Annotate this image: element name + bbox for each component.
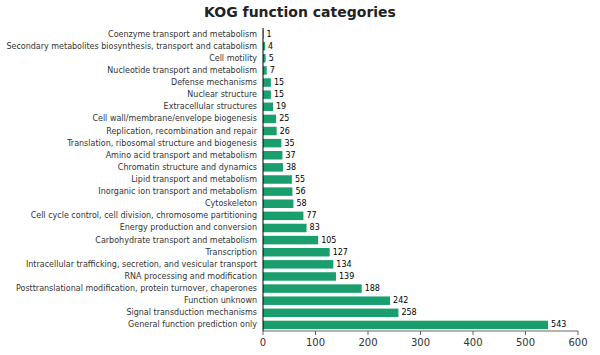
x-axis-line [263, 331, 578, 332]
data-label: 7 [270, 66, 275, 75]
tick [578, 331, 579, 335]
category-labels: Coenzyme transport and metabolism Seconda… [6, 30, 257, 330]
data-label: 134 [336, 260, 351, 269]
data-label: 58 [296, 199, 306, 208]
data-label: 25 [279, 114, 289, 123]
category-label: Translation, ribosomal structure and bio… [66, 139, 257, 148]
bar [263, 199, 293, 207]
category-label: Lipid transport and metabolism [131, 175, 257, 184]
data-label: 5 [269, 54, 274, 63]
category-label: Signal transduction mechanisms [126, 308, 257, 317]
bar [263, 139, 281, 147]
bar [263, 78, 271, 86]
bar [263, 224, 307, 232]
category-label: Inorganic ion transport and metabolism [98, 187, 257, 196]
chart: KOG function categories Coenzyme transpor… [0, 0, 600, 355]
data-label: 15 [274, 90, 284, 99]
tick [473, 331, 474, 335]
tick-label: 300 [411, 337, 430, 348]
data-label: 56 [295, 187, 305, 196]
category-label: Cell cycle control, cell division, chrom… [31, 211, 257, 220]
data-label: 4 [268, 42, 273, 51]
category-label: Nuclear structure [187, 90, 257, 99]
category-label: Posttranslational modification, protein … [16, 284, 257, 293]
bar [263, 248, 330, 256]
data-label: 37 [285, 151, 295, 160]
bar [263, 236, 318, 244]
category-label: Carbohydrate transport and metabolism [95, 236, 257, 245]
data-label: 242 [393, 296, 408, 305]
data-label: 258 [401, 308, 416, 317]
bar [263, 187, 292, 195]
category-label: Coenzyme transport and metabolism [108, 30, 257, 39]
bar [263, 321, 548, 329]
category-label: General function prediction only [128, 320, 257, 329]
data-label: 1 [267, 30, 272, 39]
bar [263, 260, 333, 268]
tick-label: 0 [260, 337, 266, 348]
data-label: 26 [280, 127, 290, 136]
tick-label: 200 [358, 337, 377, 348]
data-label: 139 [339, 272, 354, 281]
category-label: Defense mechanisms [171, 78, 257, 87]
tick [368, 331, 369, 335]
category-label: Cell wall/membrane/envelope biogenesis [92, 114, 257, 123]
tick [263, 331, 264, 335]
data-label: 105 [321, 236, 336, 245]
bar [263, 272, 336, 280]
zero-line [263, 28, 264, 331]
bar [263, 66, 267, 74]
title: KOG function categories [204, 4, 396, 20]
bar [263, 175, 292, 183]
data-label: 55 [295, 175, 305, 184]
category-label: Intracellular trafficking, secretion, an… [26, 260, 257, 269]
data-label: 38 [286, 163, 296, 172]
category-label: Energy production and conversion [120, 223, 257, 232]
category-label: RNA processing and modification [125, 272, 257, 281]
category-label: Replication, recombination and repair [106, 127, 257, 136]
category-label: Cytoskeleton [205, 199, 257, 208]
tick [525, 331, 526, 335]
data-label: 35 [284, 139, 294, 148]
data-label: 127 [333, 248, 348, 257]
bar [263, 309, 398, 317]
bar [263, 151, 282, 159]
bar [263, 284, 362, 292]
bar [263, 212, 303, 220]
category-label: Transcription [205, 248, 257, 257]
data-label: 83 [310, 223, 320, 232]
bar [263, 103, 273, 111]
category-label: Nucleotide transport and metabolism [107, 66, 257, 75]
bar [263, 127, 277, 135]
data-labels: 1 4 5 7 15 15 19 25 26 35 37 38 55 56 5877 83105 127 134 1… [267, 30, 567, 330]
category-label: Chromatin structure and dynamics [118, 163, 257, 172]
tick-label: 500 [516, 337, 535, 348]
data-label: 543 [551, 320, 566, 329]
tick [420, 331, 421, 335]
tick-label: 100 [306, 337, 325, 348]
tick-label: 400 [463, 337, 482, 348]
bars [263, 30, 548, 329]
category-label: Secondary metabolites biosynthesis, tran… [6, 42, 257, 51]
data-label: 77 [306, 211, 316, 220]
category-label: Extracellular structures [164, 102, 257, 111]
bar [263, 163, 283, 171]
data-label: 15 [274, 78, 284, 87]
tick-label: 600 [568, 337, 587, 348]
bar [263, 115, 276, 123]
bar [263, 296, 390, 304]
category-label: Amino acid transport and metabolism [106, 151, 258, 160]
category-label: Cell motility [209, 54, 257, 63]
x-axis: 0 100 200 300 400 500 600 [260, 331, 588, 348]
category-label: Function unknown [184, 296, 257, 305]
data-label: 19 [276, 102, 286, 111]
tick [315, 331, 316, 335]
bar [263, 90, 271, 98]
data-label: 188 [365, 284, 380, 293]
